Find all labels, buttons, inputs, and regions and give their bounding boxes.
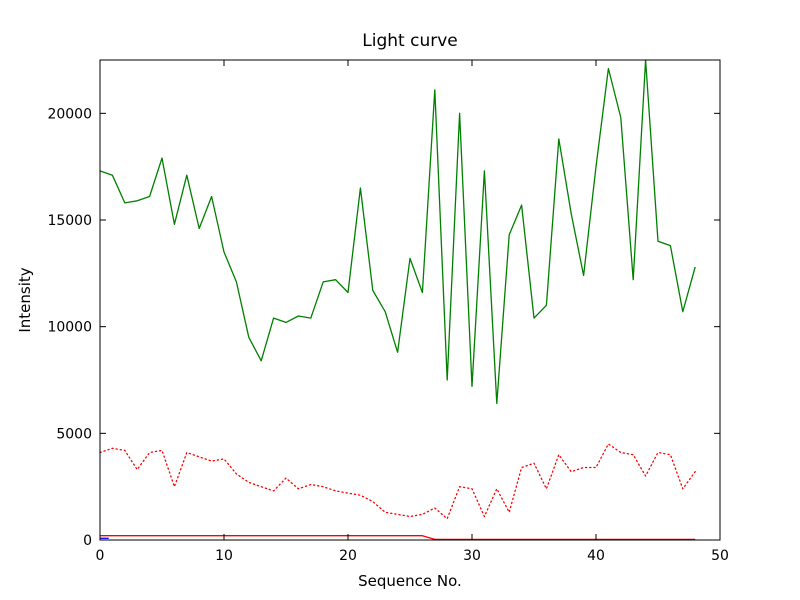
y-tick-label: 15000: [47, 213, 92, 229]
x-tick-label: 50: [711, 548, 729, 564]
series-layer: [99, 59, 696, 541]
plot-frame: [99, 59, 721, 541]
axes-layer: 0 10 20 30 40 50 0 5000 10000 15000 20000: [47, 59, 729, 564]
y-tick-label: 20000: [47, 106, 92, 122]
series-target-intensity-green-solid: [99, 59, 696, 405]
x-axis-label: Sequence No.: [358, 572, 462, 590]
series-comparison-intensity-red-dotted: [99, 443, 696, 520]
x-tick-label: 10: [215, 548, 233, 564]
x-tick-label: 20: [339, 548, 357, 564]
y-tick-label: 5000: [56, 426, 92, 442]
x-tick-label: 30: [463, 548, 481, 564]
series-background-intensity-red-solid: [100, 535, 696, 541]
x-tick-label: 0: [96, 548, 105, 564]
y-tick-label: 0: [83, 533, 92, 549]
y-tick-label: 10000: [47, 320, 92, 336]
y-axis-label: Intensity: [16, 267, 34, 332]
chart-title: Light curve: [362, 31, 457, 51]
x-tick-label: 40: [587, 548, 605, 564]
